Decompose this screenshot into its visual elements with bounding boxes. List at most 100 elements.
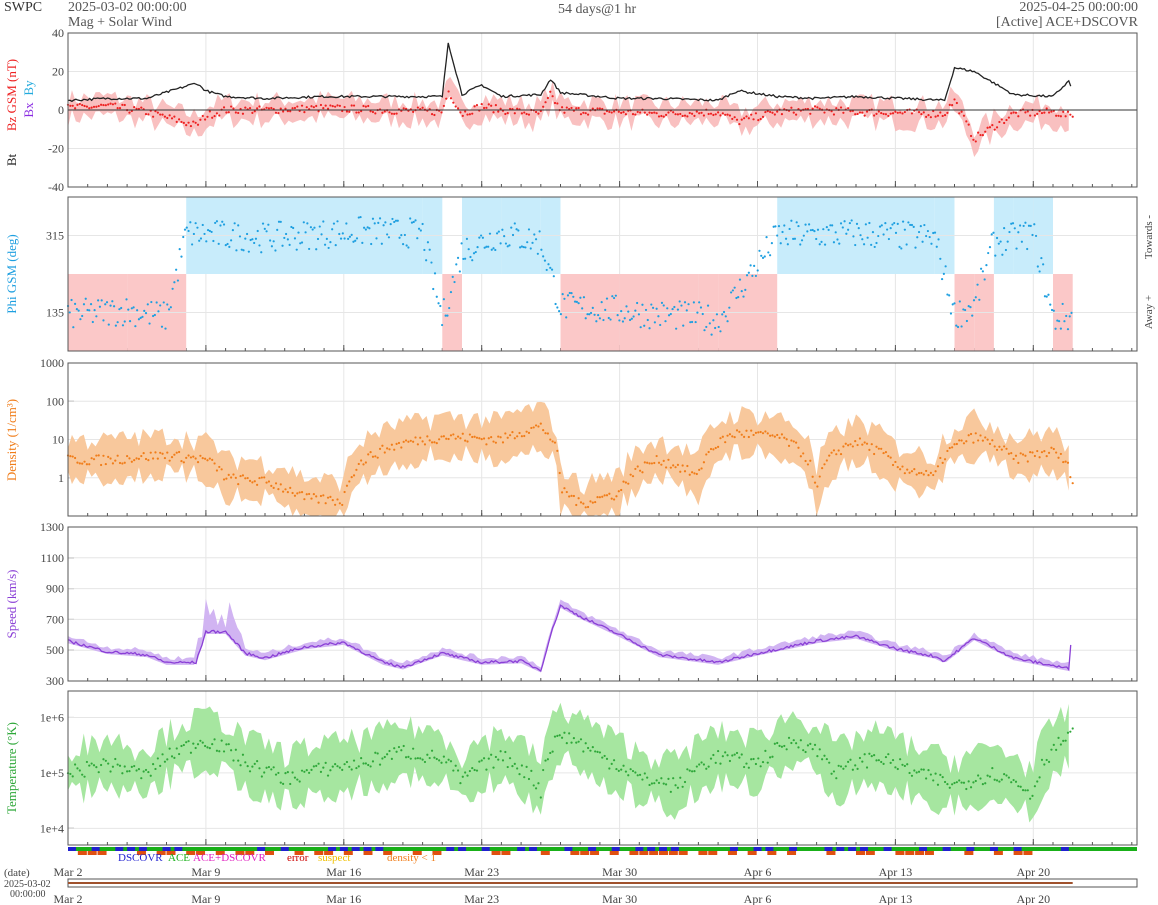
phi-point: [401, 243, 405, 246]
temp-point: [577, 740, 580, 743]
source-bar-dscovr: [174, 847, 183, 851]
phi-point: [893, 221, 896, 225]
density-point: [568, 495, 571, 498]
phi-point: [492, 247, 495, 250]
phi-point: [386, 233, 389, 236]
phi-point: [823, 243, 827, 246]
temp-point: [487, 757, 490, 760]
density-point: [709, 447, 713, 451]
phi-point: [511, 233, 515, 237]
temp-point: [620, 768, 623, 771]
quality-flag: [166, 851, 176, 855]
bz-point: [889, 112, 892, 115]
density-point: [887, 455, 890, 458]
source-bar-dscovr: [363, 847, 372, 851]
temp-point: [745, 762, 748, 765]
temp-point: [712, 753, 715, 757]
bz-point: [537, 112, 540, 115]
density-point: [778, 436, 781, 440]
phi-point: [148, 322, 151, 325]
density-point: [111, 462, 115, 465]
bz-point: [662, 115, 665, 118]
density-point: [487, 437, 490, 440]
temp-point: [357, 765, 360, 768]
bz-point: [894, 110, 897, 113]
temp-point: [267, 765, 271, 769]
phi-point: [916, 236, 919, 239]
bz-point: [499, 107, 502, 110]
phi-point: [315, 248, 318, 251]
phi-point: [605, 297, 609, 300]
phi-point: [1038, 270, 1041, 273]
temp-point: [187, 740, 190, 743]
density-point: [466, 440, 469, 443]
legend-item: ACE: [168, 852, 190, 864]
density-point: [345, 484, 349, 487]
temp-point: [972, 781, 975, 784]
bz-point: [929, 116, 932, 119]
bz-point: [222, 106, 226, 109]
phi-point: [983, 278, 986, 281]
density-point: [471, 435, 474, 439]
phi-point: [630, 317, 633, 320]
bz-point: [107, 103, 110, 106]
density-point: [835, 453, 838, 456]
phi-point: [857, 227, 860, 230]
temp-point: [182, 743, 185, 747]
temp-point: [537, 782, 540, 785]
quality-flag: [383, 851, 393, 855]
phi-point: [923, 223, 926, 227]
phi-point: [944, 265, 947, 268]
phi-point: [552, 275, 555, 278]
bz-point: [769, 110, 772, 114]
header-span: 54 days@1 hr: [558, 2, 637, 17]
temp-point: [386, 753, 389, 756]
temp-point: [648, 783, 651, 787]
phi-point: [550, 268, 554, 271]
density-point: [719, 437, 722, 440]
temp-point: [638, 773, 642, 776]
phi-point: [632, 315, 635, 318]
temp-point: [622, 764, 625, 767]
phi-point: [448, 306, 451, 310]
phi-point: [628, 318, 632, 322]
density-point: [293, 494, 297, 497]
density-point: [740, 433, 743, 436]
phi-point: [799, 243, 802, 246]
bz-point: [565, 106, 568, 109]
phi-point: [625, 305, 628, 308]
density-point: [868, 448, 871, 451]
phi-point: [751, 274, 754, 277]
bz-point: [99, 103, 103, 106]
temp-point: [539, 796, 542, 799]
phi-point: [428, 248, 431, 251]
temp-point: [456, 769, 460, 772]
x-tick-label-bottom: Apr 20: [1016, 892, 1050, 905]
density-point: [128, 457, 131, 460]
temp-point: [326, 774, 330, 777]
density-point: [1050, 446, 1053, 449]
density-point: [440, 435, 443, 438]
phi-point: [1049, 303, 1052, 306]
density-point: [690, 471, 694, 474]
phi-point: [98, 305, 102, 308]
temp-point: [605, 757, 609, 760]
bz-point: [1043, 111, 1046, 114]
speed-line: [67, 604, 1072, 673]
temp-point: [315, 764, 318, 767]
temp-point: [310, 768, 313, 771]
phi-point: [398, 236, 401, 239]
temp-point: [260, 775, 263, 778]
x-tick-label-top: Mar 2: [54, 865, 83, 879]
phi-point: [554, 302, 557, 306]
source-bar-dscovr: [138, 847, 147, 851]
phi-point: [432, 287, 435, 291]
phi-point: [1061, 302, 1064, 306]
bz-point: [452, 101, 455, 104]
phi-point: [134, 325, 137, 328]
phi-point: [318, 225, 321, 228]
phi-point: [593, 313, 596, 316]
bz-point: [849, 110, 852, 113]
density-point: [754, 431, 758, 434]
phi-point: [582, 296, 586, 299]
